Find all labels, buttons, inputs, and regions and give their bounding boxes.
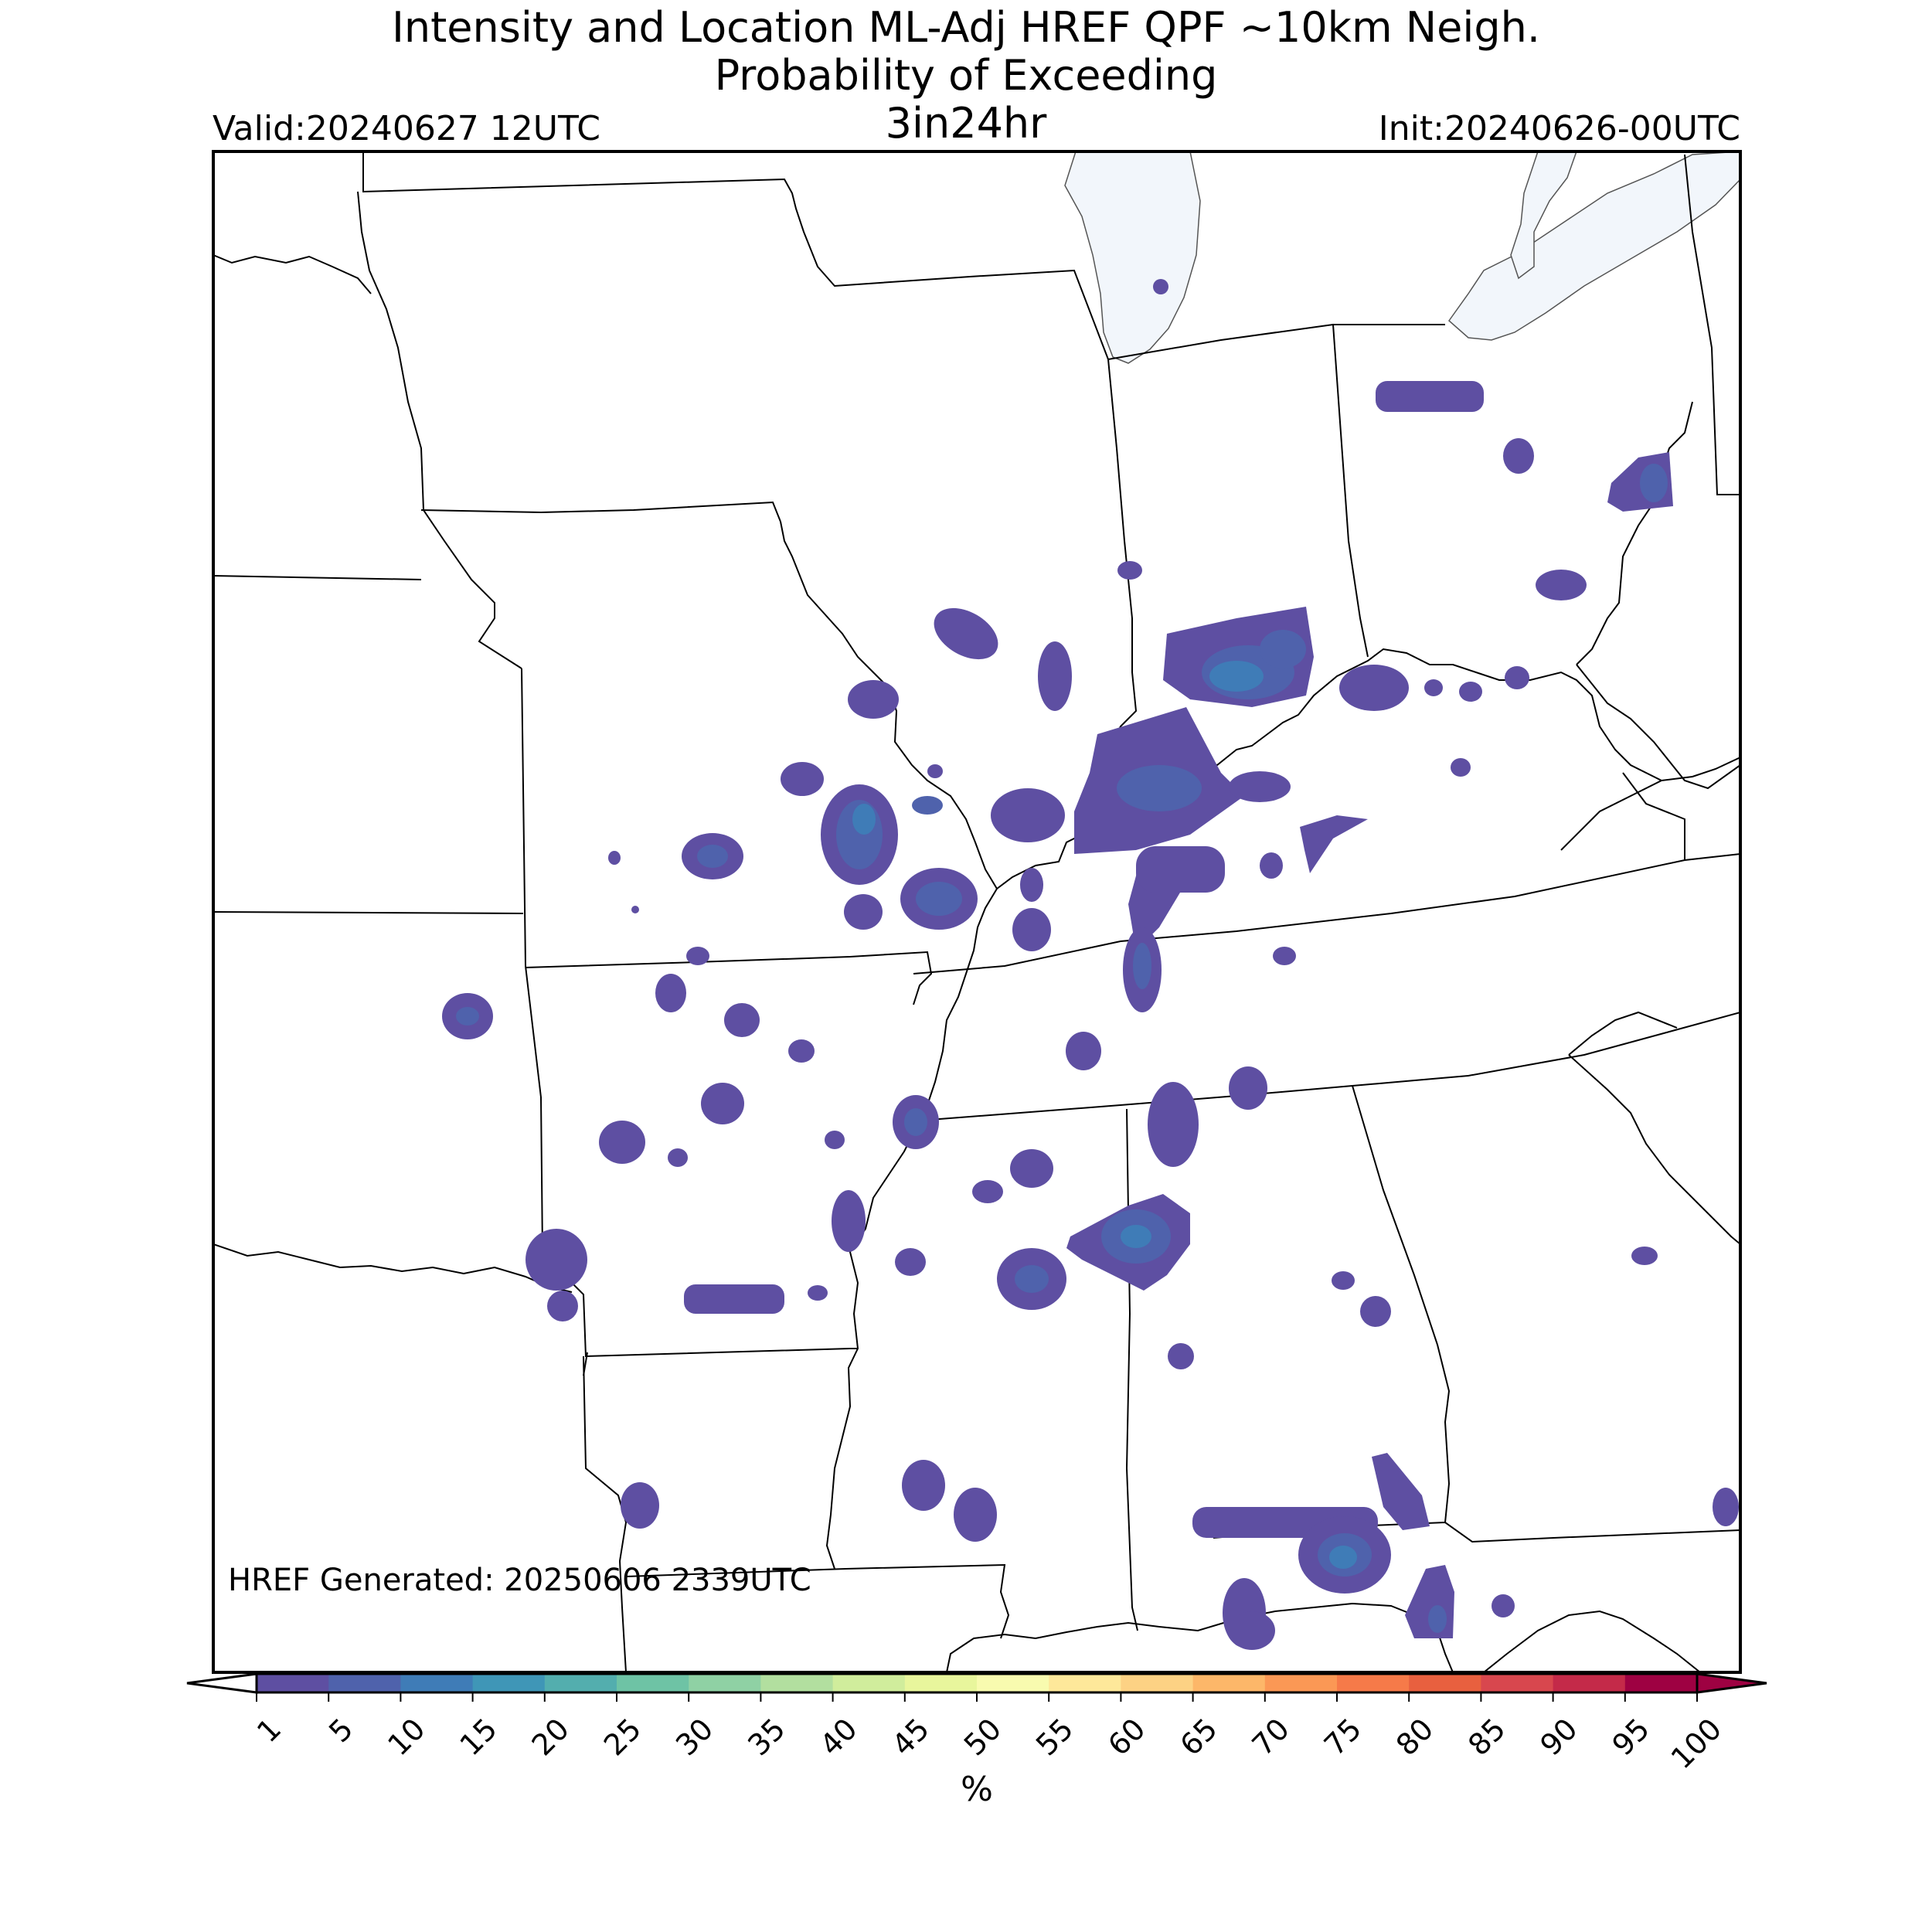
colorbar-tick-label: 80 bbox=[1389, 1712, 1440, 1762]
colorbar-tick-label: 75 bbox=[1318, 1712, 1368, 1762]
colorbar-tick-label: 60 bbox=[1101, 1712, 1151, 1762]
colorbar-bin bbox=[472, 1674, 546, 1692]
colorbar-tick-label: 65 bbox=[1173, 1712, 1223, 1762]
colorbar-bin bbox=[1121, 1674, 1194, 1692]
colorbar-bin bbox=[1409, 1674, 1481, 1692]
generated-note: HREF Generated: 20250606 2339UTC bbox=[228, 1563, 811, 1598]
map-title-line1: Intensity and Location ML-Adj HREF QPF ~… bbox=[391, 3, 1541, 52]
colorbar-tick-label: 25 bbox=[597, 1712, 648, 1762]
colorbar-bin bbox=[1192, 1674, 1266, 1692]
colorbar-tick-label: 30 bbox=[669, 1712, 719, 1762]
colorbar-unit-label: % bbox=[961, 1770, 993, 1809]
colorbar-bin bbox=[689, 1674, 761, 1692]
colorbar-bin bbox=[832, 1674, 906, 1692]
colorbar-bin bbox=[617, 1674, 689, 1692]
colorbar-tick-label: 50 bbox=[957, 1712, 1008, 1762]
colorbar: 1 5 10 15 20 25 30 35 40 45 50 55 60 65 70 75 80 85 90 95 10… bbox=[186, 1672, 1767, 1809]
colorbar-bin bbox=[257, 1674, 329, 1692]
colorbar-bin bbox=[1049, 1674, 1121, 1692]
colorbar-tick-label: 100 bbox=[1665, 1712, 1728, 1775]
lake-huron-edge bbox=[1510, 151, 1577, 280]
colorbar-bin bbox=[1481, 1674, 1554, 1692]
probability-field bbox=[442, 279, 1739, 1650]
lake-erie bbox=[1447, 151, 1740, 341]
lake-michigan bbox=[1064, 151, 1201, 364]
colorbar-bin bbox=[904, 1674, 978, 1692]
colorbar-bin bbox=[328, 1674, 401, 1692]
colorbar-tick-label: 95 bbox=[1606, 1712, 1656, 1762]
colorbar-bin bbox=[544, 1674, 617, 1692]
colorbar-tick-label: 20 bbox=[526, 1712, 576, 1762]
state-borders bbox=[213, 151, 1740, 1672]
valid-time: Valid:20240627 12UTC bbox=[213, 109, 601, 148]
colorbar-tick-label: 10 bbox=[381, 1712, 431, 1762]
colorbar-under-arrow bbox=[186, 1672, 258, 1694]
colorbar-bin bbox=[977, 1674, 1049, 1692]
colorbar-bin bbox=[1337, 1674, 1410, 1692]
map-canvas bbox=[213, 151, 1740, 1672]
colorbar-bin bbox=[400, 1674, 474, 1692]
colorbar-tick-label: 45 bbox=[886, 1712, 936, 1762]
colorbar-tick-label: 90 bbox=[1533, 1712, 1583, 1762]
colorbar-tick-label: 85 bbox=[1461, 1712, 1512, 1762]
map-frame bbox=[212, 150, 1742, 1674]
colorbar-over-arrow bbox=[1696, 1672, 1767, 1694]
colorbar-bin bbox=[1264, 1674, 1338, 1692]
colorbar-tick-label: 70 bbox=[1246, 1712, 1296, 1762]
threshold-label: 3in24hr bbox=[885, 99, 1047, 148]
colorbar-bin bbox=[1624, 1674, 1698, 1692]
colorbar-tick-label: 5 bbox=[322, 1712, 359, 1749]
colorbar-tick-label: 35 bbox=[741, 1712, 791, 1762]
colorbar-tick-label: 15 bbox=[453, 1712, 503, 1762]
colorbar-bin bbox=[760, 1674, 834, 1692]
init-time: Init:20240626-00UTC bbox=[1378, 109, 1740, 148]
colorbar-tick-label: 40 bbox=[813, 1712, 863, 1762]
colorbar-tick-label: 1 bbox=[250, 1712, 287, 1749]
colorbar-bin bbox=[1553, 1674, 1626, 1692]
map-title-line2: Probability of Exceeding bbox=[714, 51, 1218, 100]
colorbar-tick-label: 55 bbox=[1029, 1712, 1080, 1762]
